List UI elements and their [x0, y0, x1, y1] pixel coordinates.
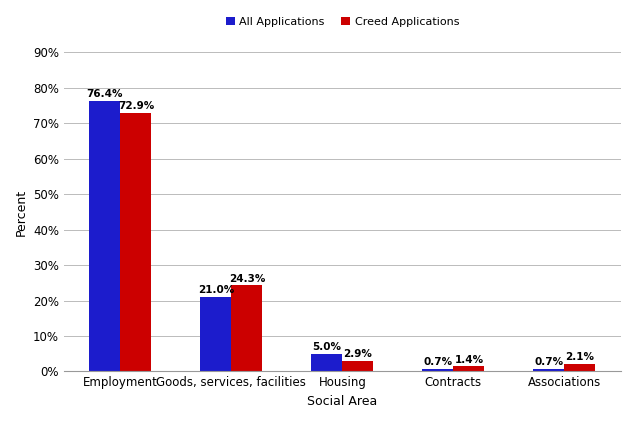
Bar: [90, 101, 120, 371]
X-axis label: Social Area: Social Area: [307, 395, 378, 408]
Bar: [200, 297, 232, 371]
Bar: [453, 367, 484, 371]
Text: 0.7%: 0.7%: [423, 357, 452, 367]
Bar: [533, 369, 564, 371]
Bar: [564, 364, 595, 371]
Text: 24.3%: 24.3%: [228, 274, 265, 284]
Bar: [232, 285, 262, 371]
Bar: [342, 361, 374, 371]
Bar: [311, 354, 342, 371]
Text: 2.9%: 2.9%: [344, 350, 372, 359]
Text: 72.9%: 72.9%: [118, 101, 154, 111]
Bar: [422, 369, 453, 371]
Bar: [120, 113, 152, 371]
Text: 76.4%: 76.4%: [86, 89, 123, 99]
Legend: All Applications, Creed Applications: All Applications, Creed Applications: [226, 17, 459, 27]
Text: 2.1%: 2.1%: [566, 352, 595, 362]
Text: 5.0%: 5.0%: [312, 342, 341, 352]
Text: 0.7%: 0.7%: [534, 357, 563, 367]
Text: 21.0%: 21.0%: [198, 285, 234, 295]
Y-axis label: Percent: Percent: [15, 188, 28, 236]
Text: 1.4%: 1.4%: [454, 355, 483, 365]
